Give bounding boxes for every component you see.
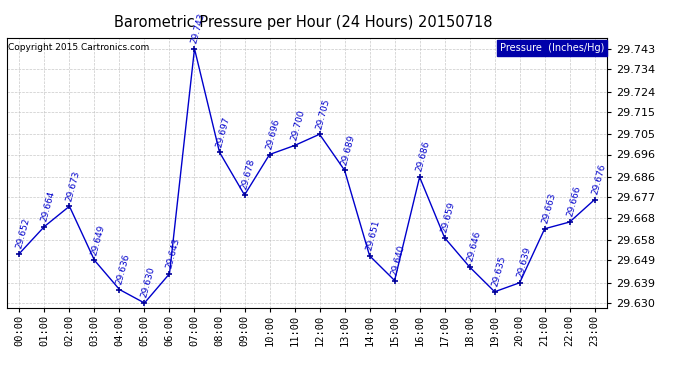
- Text: 29.697: 29.697: [215, 116, 232, 148]
- Text: 29.635: 29.635: [490, 255, 507, 288]
- Text: 29.639: 29.639: [515, 246, 532, 279]
- Text: 29.646: 29.646: [465, 230, 482, 263]
- Text: 29.636: 29.636: [115, 253, 132, 285]
- Text: 29.696: 29.696: [265, 118, 282, 150]
- Text: 29.676: 29.676: [590, 163, 607, 195]
- Text: 29.659: 29.659: [440, 201, 457, 234]
- Text: 29.686: 29.686: [415, 140, 432, 173]
- Text: Pressure  (Inches/Hg): Pressure (Inches/Hg): [500, 43, 604, 53]
- Text: Copyright 2015 Cartronics.com: Copyright 2015 Cartronics.com: [8, 43, 149, 52]
- Text: 29.678: 29.678: [240, 158, 257, 191]
- Text: 29.700: 29.700: [290, 109, 307, 141]
- Text: 29.689: 29.689: [340, 134, 357, 166]
- Text: 29.673: 29.673: [65, 170, 81, 202]
- Text: 29.651: 29.651: [365, 219, 382, 252]
- Text: 29.666: 29.666: [565, 185, 582, 218]
- Text: 29.664: 29.664: [40, 190, 57, 222]
- Text: 29.743: 29.743: [190, 12, 207, 45]
- Text: 29.643: 29.643: [165, 237, 181, 270]
- Text: 29.663: 29.663: [540, 192, 557, 225]
- Text: 29.705: 29.705: [315, 98, 332, 130]
- Text: 29.649: 29.649: [90, 224, 107, 256]
- Text: 29.652: 29.652: [15, 217, 32, 249]
- Text: Barometric Pressure per Hour (24 Hours) 20150718: Barometric Pressure per Hour (24 Hours) …: [115, 15, 493, 30]
- Text: 29.630: 29.630: [140, 266, 157, 299]
- Text: 29.640: 29.640: [390, 244, 407, 276]
